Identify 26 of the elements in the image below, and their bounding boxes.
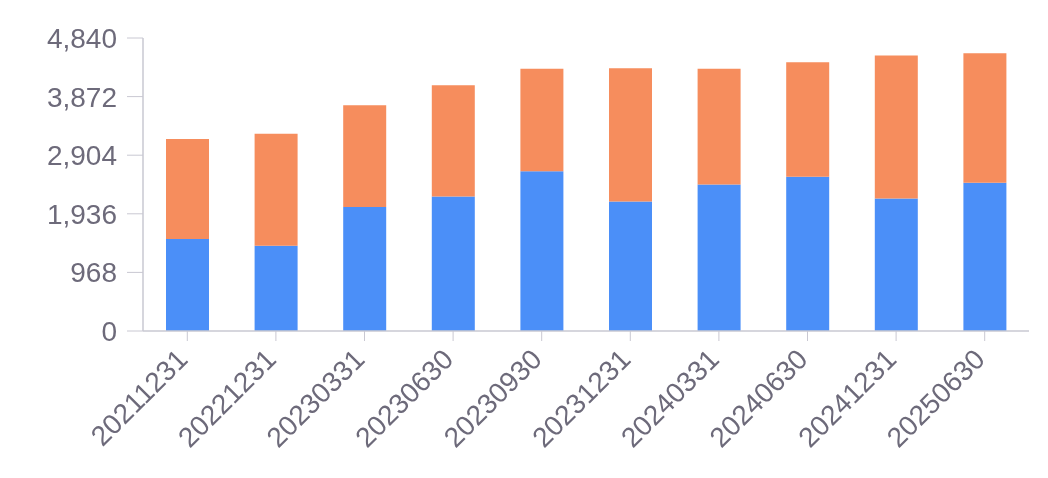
bar	[431, 85, 475, 197]
bar	[609, 201, 652, 331]
y-tick-label: 1,936	[46, 198, 117, 230]
bar	[874, 198, 918, 331]
bar	[874, 55, 918, 199]
bar	[786, 176, 830, 331]
bar	[166, 139, 209, 239]
bar	[254, 245, 298, 331]
bar	[520, 68, 564, 172]
bar	[697, 68, 741, 185]
bar	[609, 68, 652, 202]
y-tick-label: 2,904	[46, 140, 117, 172]
y-tick-label: 3,872	[46, 81, 117, 113]
bar	[166, 238, 209, 331]
bar	[520, 171, 564, 331]
y-tick-label: 968	[70, 257, 117, 289]
y-tick-label: 0	[101, 315, 117, 347]
bar	[697, 184, 741, 331]
y-tick-label: 4,840	[46, 22, 117, 54]
bar	[343, 206, 387, 331]
bar	[343, 105, 387, 207]
bar	[963, 182, 1007, 331]
bar	[786, 62, 830, 177]
bar	[254, 133, 298, 246]
bar	[431, 196, 475, 331]
bar	[963, 53, 1007, 183]
